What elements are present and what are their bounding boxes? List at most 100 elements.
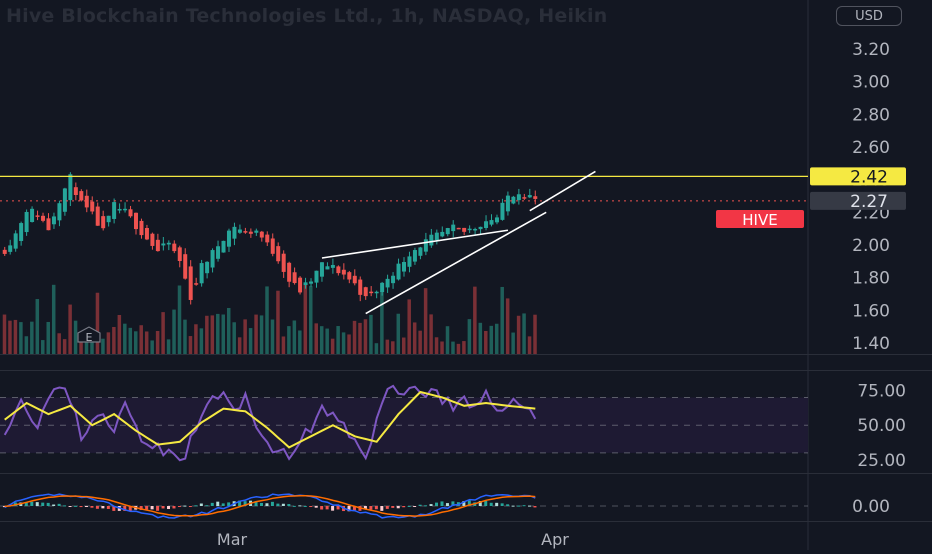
candle-body	[478, 226, 483, 230]
macd-histogram-bar	[238, 500, 242, 506]
candle-body	[95, 206, 100, 226]
macd-histogram-bar	[216, 501, 220, 506]
candle-body	[123, 208, 128, 211]
candle-body	[412, 250, 417, 262]
macd-histogram-bar	[533, 506, 537, 508]
candle-body	[385, 278, 390, 288]
volume-bar	[516, 315, 521, 354]
candle-body	[172, 243, 177, 252]
macd-histogram-bar	[495, 502, 499, 506]
candle-body	[84, 195, 89, 208]
candle-body	[199, 263, 204, 284]
macd-histogram-bar	[210, 502, 214, 506]
volume-bar	[57, 333, 61, 354]
volume-bar	[150, 340, 154, 354]
candle-body	[467, 228, 472, 231]
volume-bar	[434, 337, 439, 354]
price-tick-label: 2.60	[852, 138, 890, 158]
currency-button[interactable]: USD	[836, 6, 902, 26]
volume-bar	[369, 314, 373, 354]
macd-histogram-bar	[199, 503, 203, 506]
volume-bar	[385, 339, 390, 354]
volume-bar	[270, 319, 275, 354]
volume-bar	[330, 338, 335, 354]
macd-histogram-bar	[303, 505, 307, 507]
candle-body	[205, 261, 210, 274]
volume-bar	[254, 314, 258, 354]
price-tick-label: 1.80	[852, 269, 890, 289]
price-tick-label: 1.40	[852, 334, 890, 354]
macd-histogram-bar	[24, 502, 28, 506]
macd-histogram-bar	[2, 506, 6, 508]
candle-body	[374, 291, 379, 294]
macd-histogram-bar	[402, 506, 406, 508]
volume-bar	[144, 331, 149, 354]
volume-bar	[281, 336, 286, 354]
candle-body	[134, 212, 138, 230]
volume-bar	[123, 323, 127, 354]
macd-histogram-bar	[369, 506, 373, 510]
candle-body	[276, 246, 281, 262]
volume-bar	[347, 334, 351, 354]
macd-histogram-bar	[424, 505, 428, 507]
candle-body	[221, 240, 226, 253]
earnings-marker-shape	[77, 326, 101, 343]
candle-body	[188, 266, 193, 300]
candle-body	[336, 266, 341, 274]
macd-histogram-bar	[183, 505, 187, 507]
macd-histogram-bar	[52, 504, 56, 506]
volume-bar	[46, 321, 50, 354]
volume-bar	[462, 341, 466, 354]
candle-body	[418, 247, 423, 256]
macd-histogram-bar	[254, 501, 258, 506]
candle-body	[314, 270, 319, 283]
macd-histogram-bar	[396, 506, 400, 509]
candle-body	[183, 254, 188, 279]
candle-body	[177, 247, 182, 262]
candle-body	[330, 264, 335, 268]
macd-histogram-bar	[101, 506, 105, 509]
volume-bar	[62, 339, 67, 354]
volume-bar	[134, 331, 138, 354]
volume-bar	[489, 325, 494, 354]
volume-bar	[2, 314, 7, 354]
candle-body	[494, 217, 499, 223]
volume-bar	[101, 338, 105, 354]
macd-histogram-bar	[314, 506, 318, 508]
candle-body	[128, 209, 133, 217]
macd-histogram-bar	[331, 506, 335, 511]
candle-body	[500, 202, 505, 220]
candle-body	[402, 262, 406, 272]
macd-histogram-bar	[194, 505, 198, 507]
candle-body	[369, 291, 374, 294]
macd-histogram-bar	[440, 501, 444, 506]
volume-bar	[522, 313, 526, 354]
candle-body	[396, 263, 401, 280]
volume-bar	[440, 341, 444, 354]
candle-body	[451, 224, 456, 232]
earnings-marker-label: E	[86, 331, 93, 344]
macd-histogram-bar	[451, 501, 455, 506]
candle-body	[155, 239, 160, 252]
candle-body	[440, 231, 445, 237]
price-tick-label: 2.80	[852, 105, 890, 125]
volume-bar	[24, 336, 29, 354]
macd-histogram-bar	[227, 502, 231, 506]
volume-bar	[35, 299, 40, 354]
candle-body	[298, 277, 303, 293]
volume-bar	[8, 320, 12, 354]
symbol-badge	[716, 210, 804, 228]
volume-bar	[467, 319, 472, 354]
candle-body	[456, 227, 461, 230]
symbol-badge-label: HIVE	[742, 211, 777, 229]
rsi-tick-label: 50.00	[857, 416, 906, 436]
macd-histogram-bar	[150, 506, 154, 510]
macd-histogram-bar	[205, 505, 209, 507]
trend-line	[321, 229, 509, 259]
candle-body	[319, 262, 324, 277]
volume-bar	[161, 312, 165, 354]
rsi-ma-line	[4, 390, 536, 449]
candle-body	[270, 238, 275, 254]
candle-body	[79, 191, 84, 201]
